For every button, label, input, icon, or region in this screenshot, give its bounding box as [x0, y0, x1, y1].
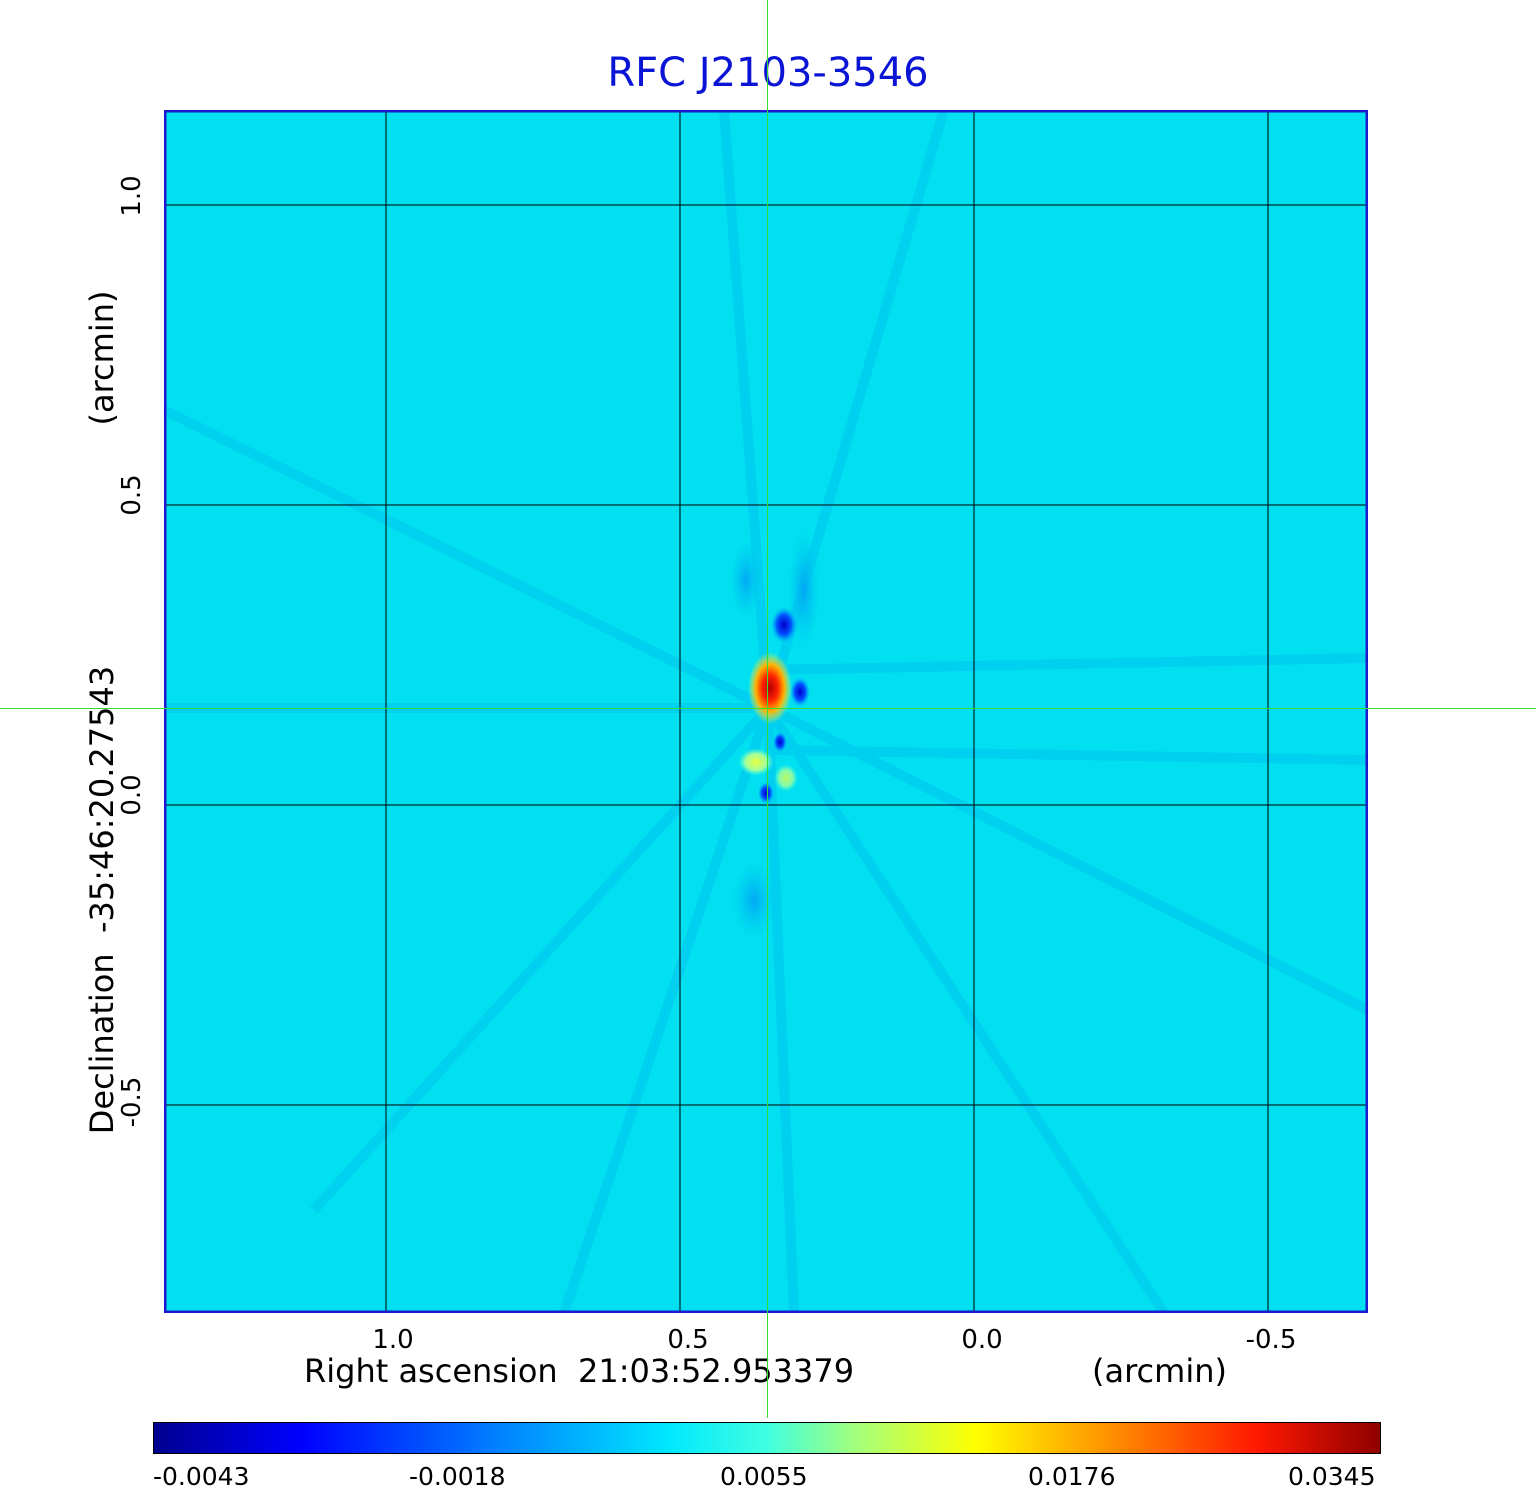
negative-blob-south [773, 732, 787, 752]
y-axis-unit: (arcmin) [83, 290, 121, 426]
y-tick-label: 0.0 [117, 774, 147, 816]
coordinate-grid [164, 110, 1368, 1313]
diffuse-negative-south [732, 860, 776, 940]
x-tick-label: 0.0 [961, 1325, 1003, 1355]
image-panel[interactable] [164, 110, 1368, 1313]
x-axis-label: Right ascension 21:03:52.953379 [304, 1352, 855, 1390]
x-tick-label: -0.5 [1245, 1325, 1297, 1355]
colorbar-tick-label: 0.0055 [720, 1462, 808, 1491]
negative-blob-north [771, 607, 797, 643]
radio-map [164, 110, 1368, 1313]
sidelobe-streaks [164, 110, 1368, 1313]
image-title: RFC J2103-3546 [607, 50, 929, 96]
x-tick-label: 0.5 [667, 1325, 709, 1355]
x-axis-unit: (arcmin) [1092, 1352, 1227, 1390]
x-tick-label: 1.0 [372, 1325, 414, 1355]
negative-blob-far-south [758, 782, 774, 804]
colorbar-tick-label: 0.0176 [1028, 1462, 1116, 1491]
y-tick-label: 0.5 [117, 474, 147, 516]
negative-blob-east [790, 677, 810, 707]
secondary-component-east [774, 764, 798, 792]
colorbar-tick-label: -0.0018 [409, 1462, 506, 1491]
secondary-component [738, 748, 774, 776]
source-peak [748, 652, 792, 724]
colorbar [153, 1422, 1381, 1454]
y-tick-label: 1.0 [117, 175, 147, 217]
colorbar-tick-label: -0.0043 [153, 1462, 250, 1491]
y-tick-label: -0.5 [117, 1076, 147, 1128]
crosshair-vertical [767, 0, 768, 1418]
diffuse-negative-north [730, 540, 762, 620]
colorbar-tick-label: 0.0345 [1288, 1462, 1376, 1491]
map-frame [164, 110, 1368, 1313]
crosshair-horizontal [0, 708, 1536, 709]
y-axis-label: Declination -35:46:20.27543 [83, 665, 121, 1135]
